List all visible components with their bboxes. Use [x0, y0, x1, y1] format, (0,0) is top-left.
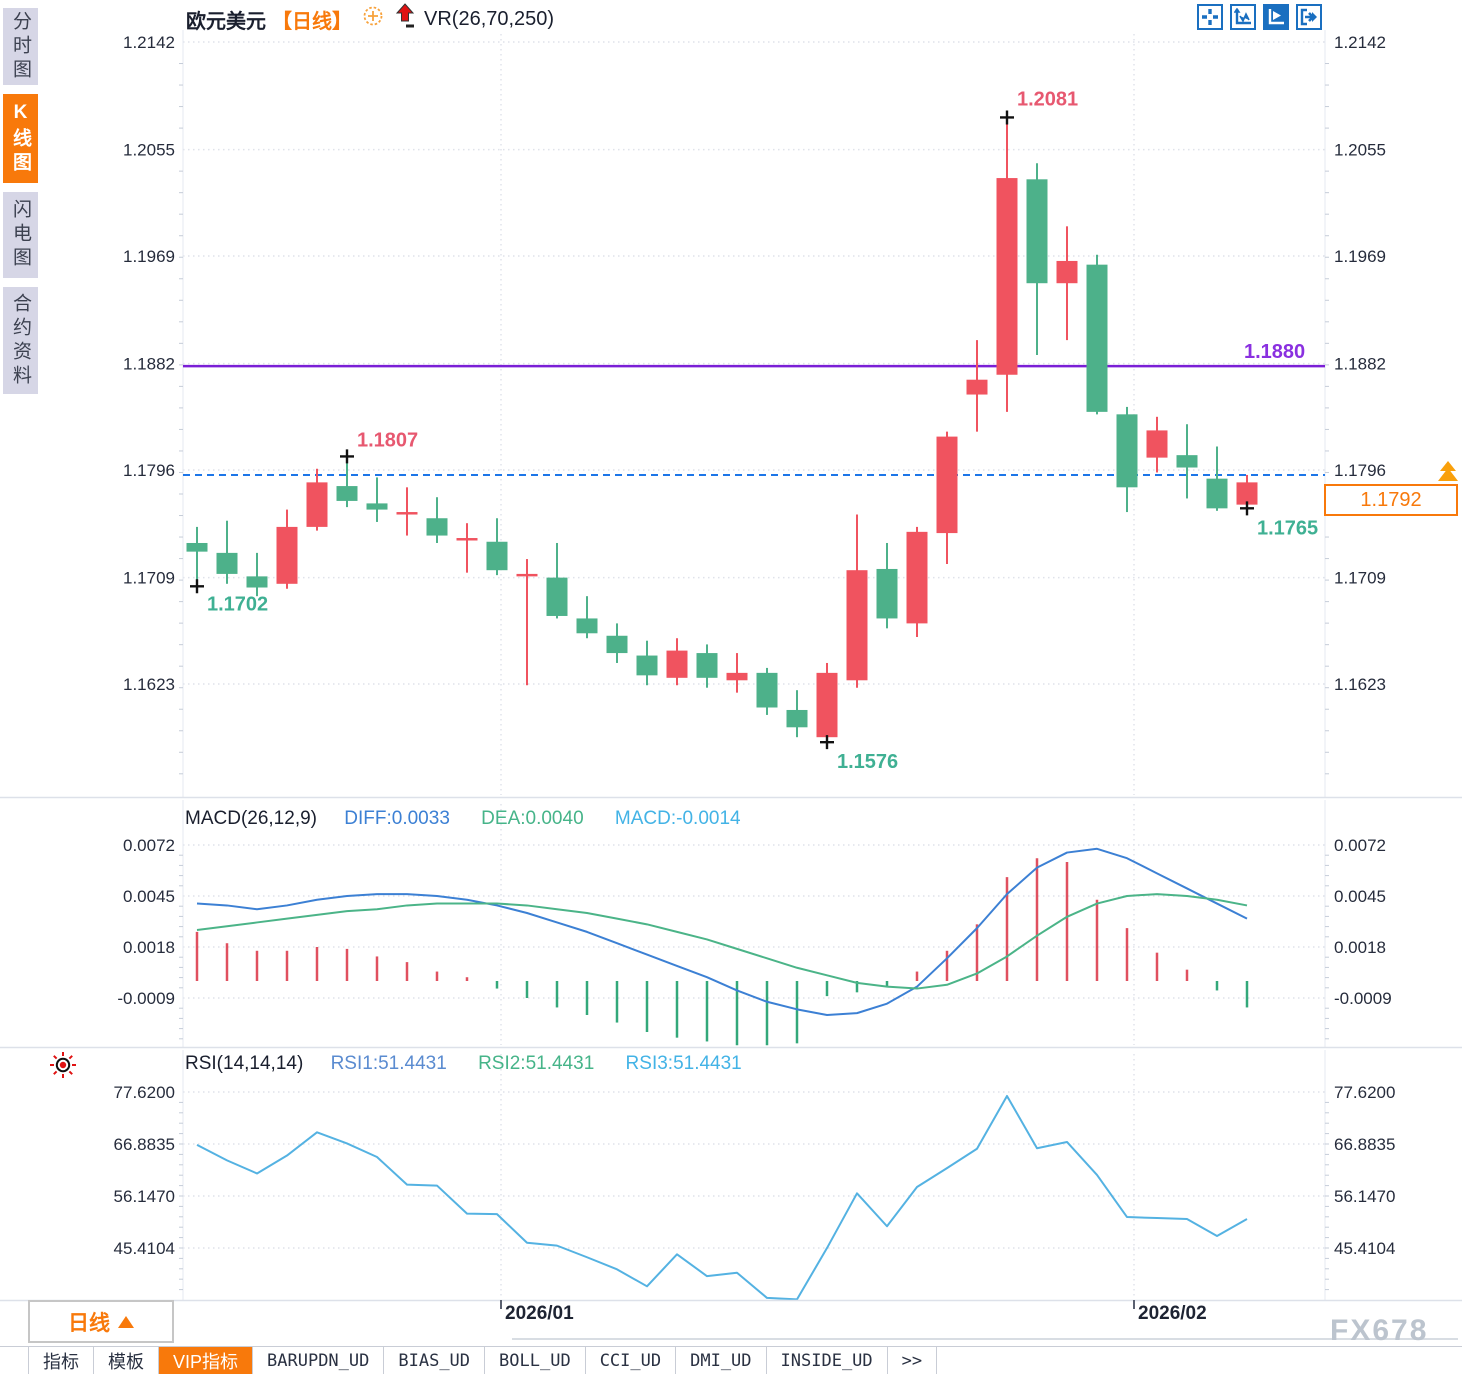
- svg-text:-0.0009: -0.0009: [117, 989, 175, 1008]
- svg-text:56.1470: 56.1470: [1334, 1187, 1395, 1206]
- macd-value: MACD:-0.0014: [614, 808, 741, 829]
- axis-scale-icon[interactable]: [1230, 4, 1256, 30]
- indicator-tab-1[interactable]: 指标: [28, 1347, 94, 1374]
- svg-text:1.1807: 1.1807: [357, 429, 418, 451]
- rsi1-value: RSI1:51.4431: [330, 1053, 447, 1074]
- indicator-tab-6[interactable]: BOLL_UD: [485, 1347, 586, 1374]
- symbol-title: 欧元美元: [186, 10, 266, 33]
- svg-text:1.1882: 1.1882: [123, 355, 175, 374]
- svg-text:66.8835: 66.8835: [114, 1135, 175, 1154]
- crosshair-icon[interactable]: [1197, 4, 1223, 30]
- sidebar-item-flash-chart[interactable]: 闪电图: [3, 192, 38, 278]
- watermark-line: [512, 1338, 1458, 1340]
- svg-text:45.4104: 45.4104: [1334, 1239, 1395, 1258]
- svg-text:1.1969: 1.1969: [1334, 247, 1386, 266]
- triangle-up-icon: [118, 1315, 134, 1328]
- svg-text:1.1882: 1.1882: [1334, 355, 1386, 374]
- sidebar-item-label: 分时图: [10, 10, 31, 83]
- macd-params: MACD(26,12,9): [185, 808, 317, 829]
- period-tag: 【日线】: [272, 10, 352, 33]
- indicator-tab-9[interactable]: INSIDE_UD: [767, 1347, 888, 1374]
- indicator-tab-3[interactable]: VIP指标: [159, 1347, 254, 1374]
- sidebar-item-label: 闪电图: [10, 199, 31, 271]
- current-price-value: 1.1792: [1360, 488, 1422, 511]
- svg-text:0.0018: 0.0018: [1334, 938, 1386, 957]
- indicator-name: VR(26,70,250): [424, 7, 555, 30]
- x-axis-label-jan: 2026/01: [505, 1303, 574, 1324]
- current-price-badge: 1.1792: [1324, 484, 1458, 516]
- svg-text:77.6200: 77.6200: [1334, 1083, 1395, 1102]
- svg-text:1.2081: 1.2081: [1017, 88, 1078, 110]
- svg-text:0.0045: 0.0045: [123, 887, 175, 906]
- svg-text:45.4104: 45.4104: [114, 1239, 175, 1258]
- rsi2-value: RSI2:51.4431: [478, 1053, 595, 1074]
- indicator-tab-4[interactable]: BARUPDN_UD: [253, 1347, 385, 1374]
- svg-text:1.1623: 1.1623: [1334, 675, 1386, 694]
- period-selector-button[interactable]: 日线: [28, 1300, 174, 1343]
- rsi-legend: RSI(14,14,14) RSI1:51.4431 RSI2:51.4431 …: [185, 1053, 742, 1075]
- svg-text:1.1576: 1.1576: [837, 751, 898, 773]
- macd-diff-value: DIFF:0.0033: [344, 808, 450, 829]
- svg-text:1.1765: 1.1765: [1257, 517, 1318, 539]
- indicator-tabbar: 指标 模板 VIP指标 BARUPDN_UD BIAS_UD BOLL_UD CCI_UD D…: [0, 1346, 1462, 1374]
- sidebar-item-time-chart[interactable]: 分时图: [3, 8, 38, 85]
- red-up-arrow-icon[interactable]: [394, 3, 416, 35]
- svg-text:77.6200: 77.6200: [114, 1083, 175, 1102]
- svg-text:1.1702: 1.1702: [207, 593, 268, 615]
- svg-text:1.2055: 1.2055: [1334, 141, 1386, 160]
- sidebar-item-label: K线图: [10, 101, 31, 176]
- sidebar-item-label: 合约资料: [10, 292, 31, 389]
- rsi-params: RSI(14,14,14): [185, 1053, 304, 1074]
- indicator-tab-8[interactable]: DMI_UD: [676, 1347, 767, 1374]
- svg-text:1.1796: 1.1796: [123, 461, 175, 480]
- svg-text:56.1470: 56.1470: [114, 1187, 175, 1206]
- chart-header: 欧元美元 【日线】 VR(26,70,250): [186, 3, 555, 35]
- target-sun-icon[interactable]: [48, 1050, 78, 1085]
- watermark: FX678: [1330, 1314, 1429, 1347]
- svg-text:1.2142: 1.2142: [123, 33, 175, 52]
- rsi3-value: RSI3:51.4431: [625, 1053, 742, 1074]
- svg-text:-0.0009: -0.0009: [1334, 989, 1392, 1008]
- indicator-tab-10[interactable]: >>: [888, 1347, 938, 1374]
- indicator-tab-2[interactable]: 模板: [94, 1347, 159, 1374]
- svg-text:1.1880: 1.1880: [1244, 341, 1305, 363]
- svg-text:0.0018: 0.0018: [123, 938, 175, 957]
- svg-text:0.0072: 0.0072: [123, 836, 175, 855]
- circle-plus-icon[interactable]: [362, 5, 384, 33]
- sidebar-item-kline-chart[interactable]: K线图: [3, 94, 38, 183]
- svg-text:0.0072: 0.0072: [1334, 836, 1386, 855]
- axis-play-icon[interactable]: [1263, 4, 1289, 30]
- chart-toolbar: [1197, 4, 1322, 30]
- indicator-tab-5[interactable]: BIAS_UD: [384, 1347, 486, 1374]
- macd-dea-value: DEA:0.0040: [481, 808, 584, 829]
- svg-text:66.8835: 66.8835: [1334, 1135, 1395, 1154]
- x-axis-label-feb: 2026/02: [1138, 1303, 1207, 1324]
- indicator-tab-7[interactable]: CCI_UD: [586, 1347, 677, 1374]
- svg-text:0.0045: 0.0045: [1334, 887, 1386, 906]
- svg-text:1.1623: 1.1623: [123, 675, 175, 694]
- svg-text:1.1969: 1.1969: [123, 247, 175, 266]
- svg-text:1.1709: 1.1709: [123, 569, 175, 588]
- svg-text:1.2142: 1.2142: [1334, 33, 1386, 52]
- period-selector-label: 日线: [68, 1311, 110, 1335]
- svg-text:1.1709: 1.1709: [1334, 569, 1386, 588]
- svg-text:1.1796: 1.1796: [1334, 461, 1386, 480]
- macd-legend: MACD(26,12,9) DIFF:0.0033 DEA:0.0040 MAC…: [185, 808, 741, 830]
- export-right-icon[interactable]: [1296, 4, 1322, 30]
- sidebar-item-contract-info[interactable]: 合约资料: [3, 287, 38, 394]
- svg-text:1.2055: 1.2055: [123, 141, 175, 160]
